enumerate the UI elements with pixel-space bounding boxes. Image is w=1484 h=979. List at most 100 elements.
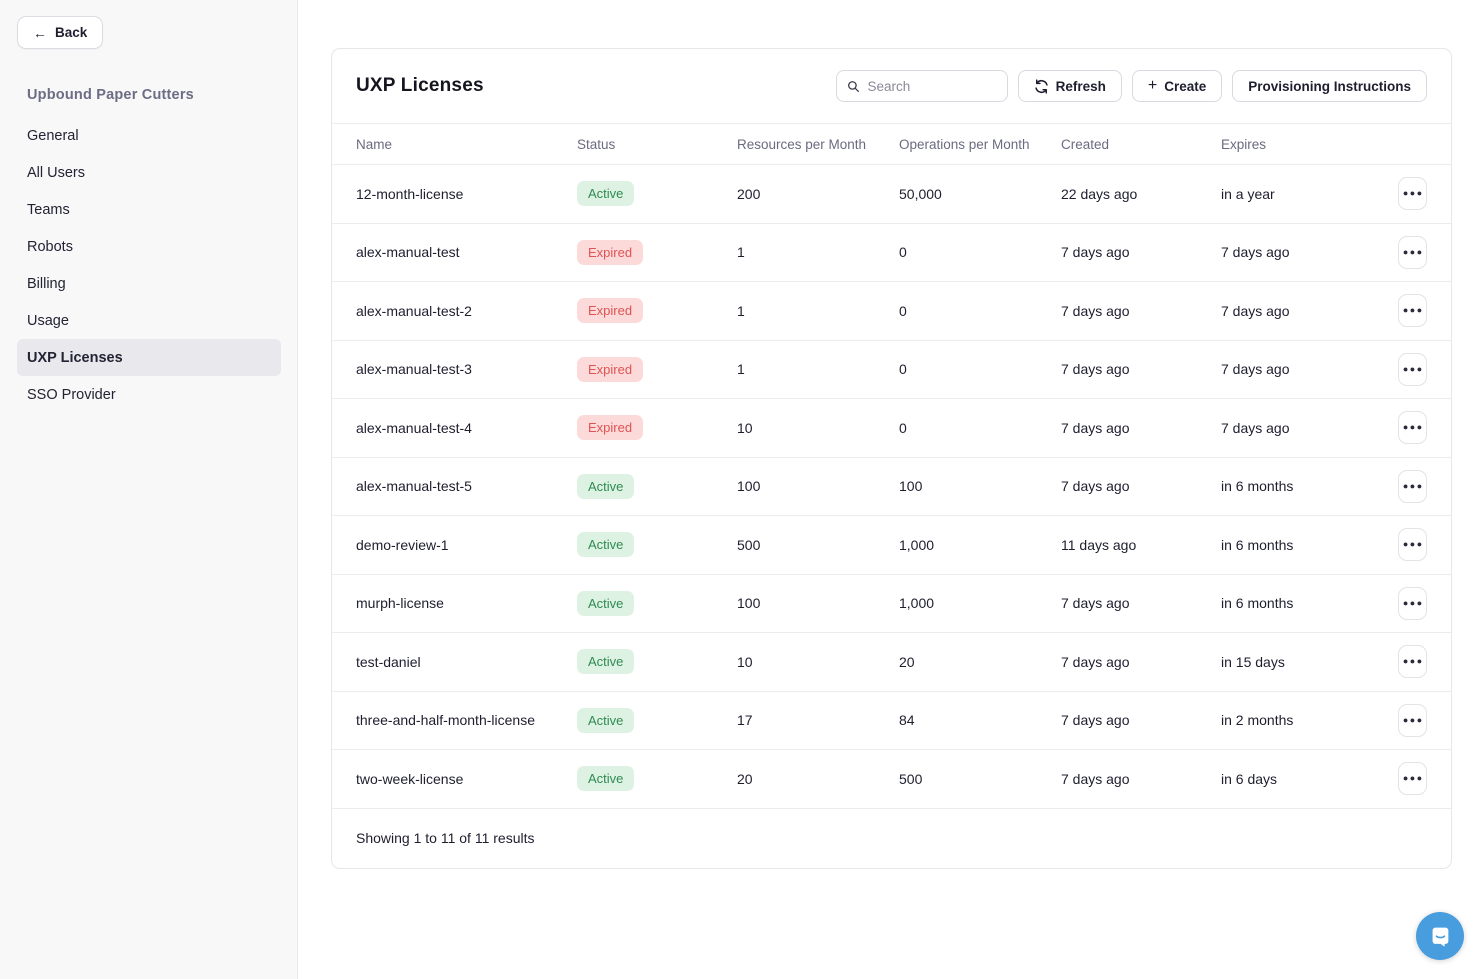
row-actions-button[interactable]: ●●● — [1398, 586, 1427, 620]
resources-per-month-value: 100 — [737, 595, 761, 612]
row-actions-button[interactable]: ●●● — [1398, 177, 1427, 211]
table-row: alex-manual-test-5 Active 100 100 7 days… — [332, 458, 1451, 516]
resources-per-month-value: 20 — [737, 770, 753, 787]
license-name: 12-month-license — [356, 185, 464, 202]
status-badge: Expired — [577, 356, 644, 382]
row-actions-button[interactable]: ●●● — [1398, 235, 1427, 269]
row-actions-button[interactable]: ●●● — [1398, 528, 1427, 562]
status-badge: Expired — [577, 415, 644, 441]
search-input[interactable] — [867, 78, 997, 94]
chat-launcher-button[interactable] — [1416, 912, 1464, 960]
expires-cell: in 6 months — [1221, 478, 1383, 494]
table-row: murph-license Active 100 1,000 7 days ag… — [332, 575, 1451, 633]
status-cell: Expired — [577, 298, 737, 324]
provisioning-instructions-button[interactable]: Provisioning Instructions — [1232, 70, 1427, 102]
row-actions-button[interactable]: ●●● — [1398, 294, 1427, 328]
back-button[interactable]: ← Back — [17, 16, 104, 49]
ellipsis-icon: ●●● — [1402, 480, 1424, 491]
expires-cell: 7 days ago — [1221, 303, 1383, 319]
ellipsis-icon: ●●● — [1402, 773, 1424, 784]
table-row: three-and-half-month-license Active 17 8… — [332, 692, 1451, 750]
created-cell: 11 days ago — [1061, 537, 1221, 553]
operations-per-month-value: 0 — [899, 244, 907, 261]
sidebar-item-uxp-licenses[interactable]: UXP Licenses — [17, 339, 281, 376]
status-badge: Active — [577, 532, 635, 558]
actions-cell: ●●● — [1383, 703, 1427, 737]
expires-value: 7 days ago — [1221, 419, 1290, 436]
table-row: alex-manual-test-4 Expired 10 0 7 days a… — [332, 399, 1451, 458]
row-actions-button[interactable]: ●●● — [1398, 645, 1427, 679]
operations-per-month-value: 50,000 — [899, 185, 942, 202]
table-row: alex-manual-test-2 Expired 1 0 7 days ag… — [332, 282, 1451, 341]
row-actions-button[interactable]: ●●● — [1398, 703, 1427, 737]
create-button[interactable]: + Create — [1131, 70, 1223, 102]
back-arrow-icon: ← — [33, 24, 47, 41]
expires-value: in 6 months — [1221, 478, 1294, 495]
table-row: two-week-license Active 20 500 7 days ag… — [332, 750, 1451, 809]
operations-per-month-value: 0 — [899, 419, 907, 436]
row-actions-button[interactable]: ●●● — [1398, 411, 1427, 445]
created-cell: 7 days ago — [1061, 478, 1221, 494]
ellipsis-icon: ●●● — [1402, 422, 1424, 433]
status-badge: Active — [577, 707, 635, 733]
sidebar-nav: General All Users Teams Robots Billing U… — [17, 117, 281, 413]
actions-cell: ●●● — [1383, 528, 1427, 562]
status-badge: Expired — [577, 298, 644, 324]
row-actions-button[interactable]: ●●● — [1398, 352, 1427, 386]
created-value: 7 days ago — [1061, 419, 1130, 436]
org-name: Upbound Paper Cutters — [27, 87, 194, 103]
search-box[interactable] — [835, 70, 1008, 102]
sidebar-item-general[interactable]: General — [27, 127, 79, 144]
actions-cell: ●●● — [1383, 411, 1427, 445]
expires-cell: in 6 months — [1221, 595, 1383, 611]
created-value: 7 days ago — [1061, 712, 1130, 729]
sidebar-item-all-users[interactable]: All Users — [27, 164, 86, 181]
created-cell: 7 days ago — [1061, 420, 1221, 436]
license-name: alex-manual-test — [356, 244, 460, 261]
license-name: demo-review-1 — [356, 536, 449, 553]
operations-per-month-value: 84 — [899, 712, 915, 729]
ellipsis-icon: ●●● — [1402, 597, 1424, 608]
table-row: test-daniel Active 10 20 7 days ago in 1… — [332, 633, 1451, 692]
license-name: two-week-license — [356, 770, 464, 787]
status-cell: Active — [577, 707, 737, 733]
sidebar-item-robots[interactable]: Robots — [27, 238, 73, 255]
row-actions-button[interactable]: ●●● — [1398, 762, 1427, 796]
resources-per-month-value: 500 — [737, 536, 761, 553]
license-name: alex-manual-test-5 — [356, 478, 472, 495]
row-actions-button[interactable]: ●●● — [1398, 469, 1427, 503]
expires-cell: in a year — [1221, 186, 1383, 202]
expires-value: in 6 days — [1221, 770, 1278, 787]
expires-value: 7 days ago — [1221, 244, 1290, 261]
status-cell: Active — [577, 590, 737, 616]
expires-cell: in 15 days — [1221, 654, 1383, 670]
status-cell: Active — [577, 649, 737, 675]
back-button-label: Back — [55, 25, 88, 40]
status-badge: Active — [577, 590, 635, 616]
actions-cell: ●●● — [1383, 294, 1427, 328]
actions-cell: ●●● — [1383, 235, 1427, 269]
column-header-created: Created — [1061, 136, 1110, 152]
status-cell: Expired — [577, 415, 737, 441]
column-header-name: Name — [356, 136, 393, 152]
main-content: UXP Licenses — [298, 0, 1484, 979]
license-name: alex-manual-test-4 — [356, 419, 472, 436]
status-badge: Active — [577, 181, 635, 207]
status-badge: Active — [577, 649, 635, 675]
sidebar-item-billing[interactable]: Billing — [27, 275, 66, 292]
table-row: demo-review-1 Active 500 1,000 11 days a… — [332, 516, 1451, 575]
actions-cell: ●●● — [1383, 469, 1427, 503]
sidebar-item-usage[interactable]: Usage — [27, 312, 69, 329]
operations-per-month-value: 1,000 — [899, 595, 935, 612]
status-cell: Expired — [577, 239, 737, 265]
refresh-icon — [1034, 78, 1048, 94]
operations-per-month-value: 0 — [899, 302, 907, 319]
created-cell: 22 days ago — [1061, 186, 1221, 202]
sidebar-item-sso-provider[interactable]: SSO Provider — [27, 386, 116, 403]
expires-cell: 7 days ago — [1221, 361, 1383, 377]
column-header-resources: Resources per Month — [737, 136, 867, 152]
license-name: alex-manual-test-3 — [356, 361, 472, 378]
table-row: 12-month-license Active 200 50,000 22 da… — [332, 165, 1451, 224]
refresh-button[interactable]: Refresh — [1017, 70, 1122, 102]
sidebar-item-teams[interactable]: Teams — [27, 201, 70, 218]
